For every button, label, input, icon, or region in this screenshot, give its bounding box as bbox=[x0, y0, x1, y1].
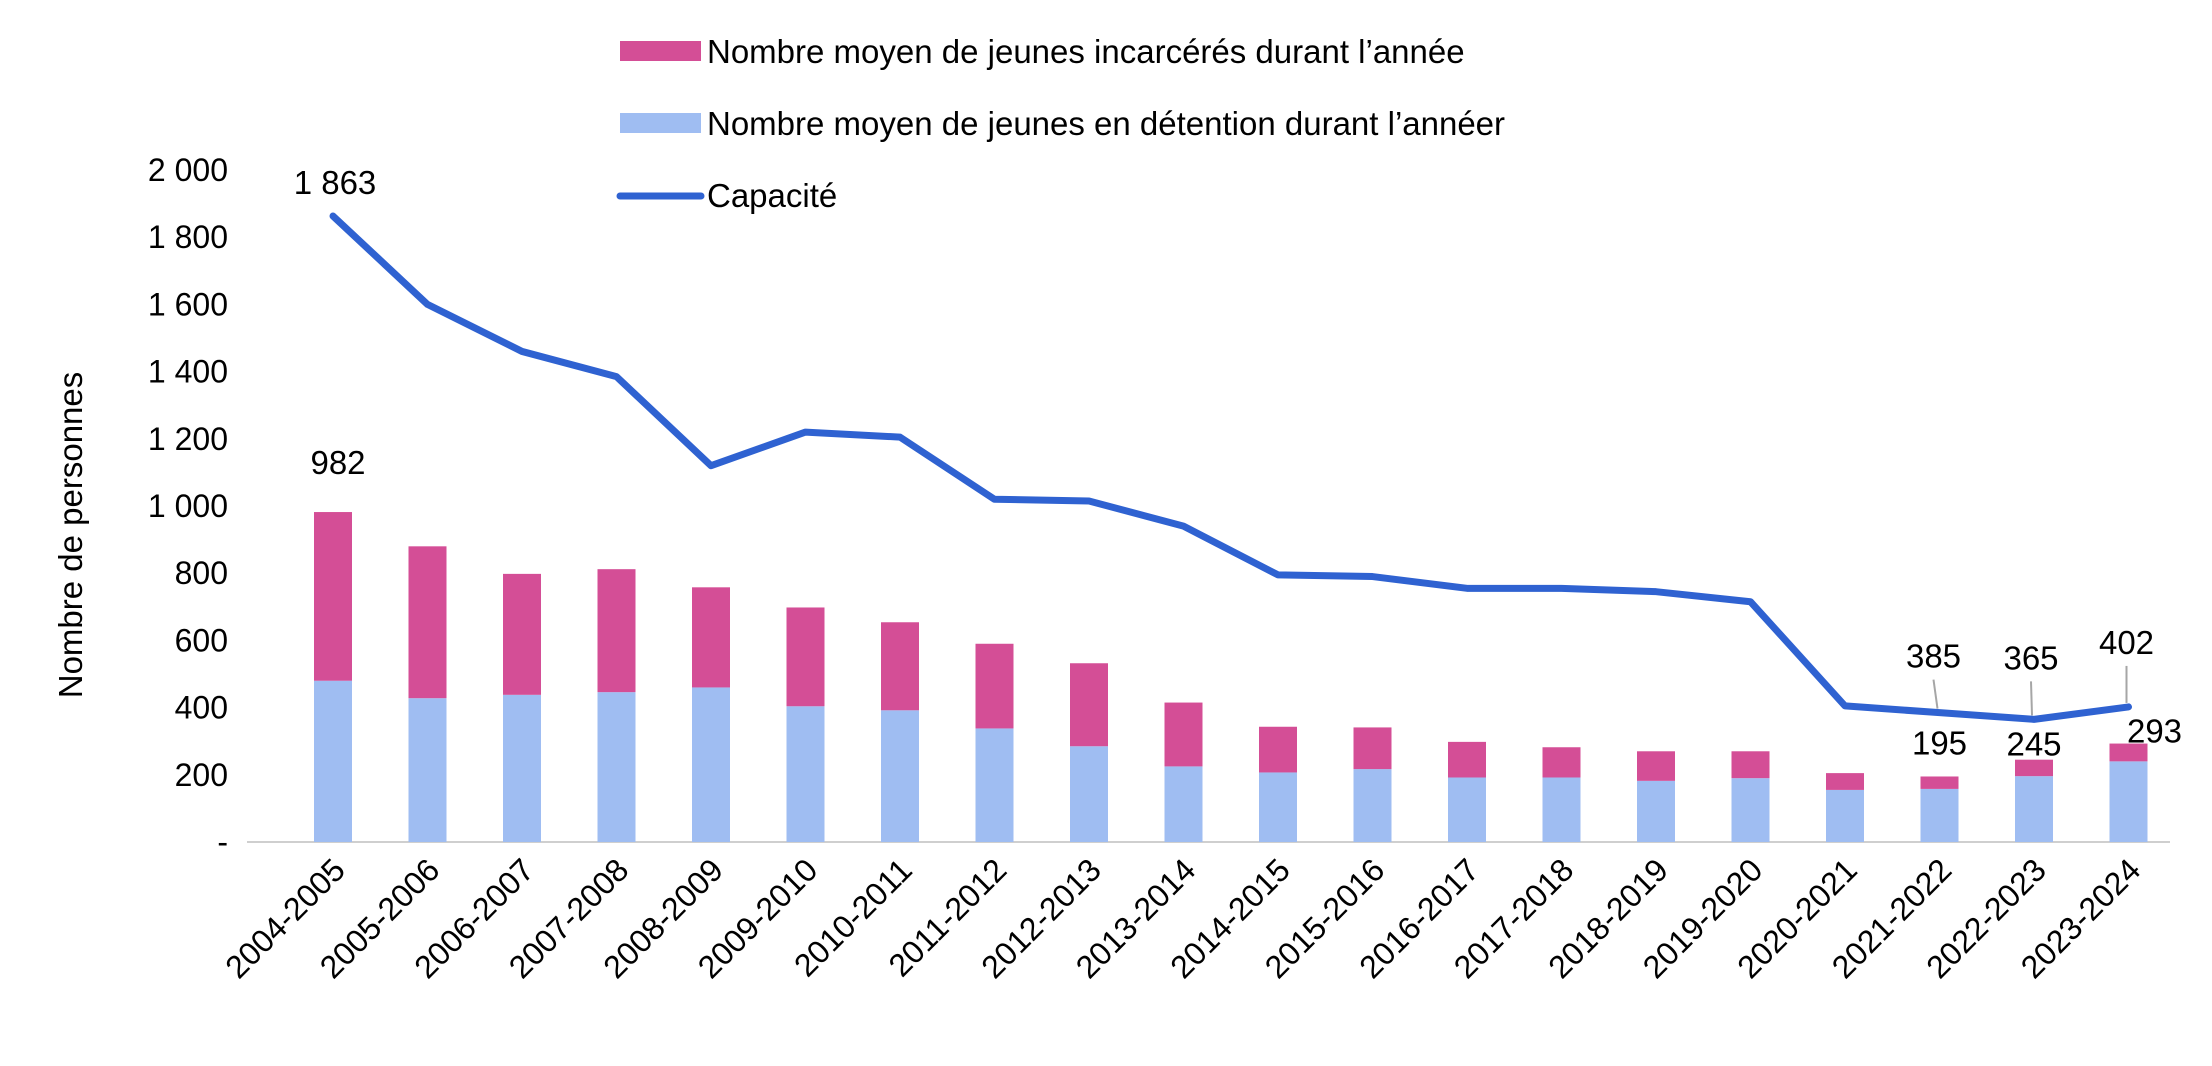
bar-incarceres bbox=[408, 546, 447, 699]
legend: Nombre moyen de jeunes incarcérés durant… bbox=[616, 33, 1505, 214]
bar-incarceres bbox=[2109, 743, 2148, 762]
y-tick-label: 600 bbox=[175, 622, 228, 658]
bar-incarceres bbox=[314, 512, 352, 681]
y-tick-label: 1 000 bbox=[148, 488, 228, 524]
bar-detention bbox=[2109, 761, 2148, 842]
bar-detention bbox=[1731, 778, 1770, 842]
legend-label-detention: Nombre moyen de jeunes en détention dura… bbox=[707, 105, 1505, 142]
bar-incarceres bbox=[1542, 747, 1581, 778]
bar-detention bbox=[1353, 769, 1392, 842]
y-tick-label: 200 bbox=[175, 757, 228, 793]
y-tick-label: 400 bbox=[175, 690, 228, 726]
y-tick-label: 2 000 bbox=[148, 152, 228, 188]
legend-swatch-incarceres bbox=[620, 41, 701, 61]
bar-incarceres bbox=[881, 622, 919, 711]
bar-detention bbox=[314, 680, 352, 842]
bar-detention bbox=[1164, 766, 1203, 842]
annotations: 1 863 982 385 365 402 195 245 293 bbox=[294, 164, 2182, 763]
data-label: 385 bbox=[1906, 638, 1961, 675]
bar-incarceres bbox=[692, 587, 730, 688]
data-label: 293 bbox=[2127, 713, 2182, 750]
bar-detention bbox=[2015, 776, 2053, 842]
y-tick-label: 1 600 bbox=[148, 286, 228, 322]
y-axis-title: Nombre de personnes bbox=[52, 372, 89, 699]
x-axis-ticks: 2004-20052005-20062006-20072007-20082008… bbox=[218, 851, 2147, 985]
bar-detention bbox=[1259, 772, 1297, 842]
bar-incarceres bbox=[2015, 759, 2053, 777]
legend-label-incarceres: Nombre moyen de jeunes incarcérés durant… bbox=[707, 33, 1465, 70]
y-tick-label: - bbox=[217, 824, 228, 860]
bar-incarceres bbox=[1637, 751, 1675, 781]
bar-detention bbox=[408, 698, 447, 842]
y-tick-label: 1 800 bbox=[148, 219, 228, 255]
bar-incarceres bbox=[1164, 702, 1203, 767]
bar-incarceres bbox=[1353, 727, 1392, 770]
data-label-leader bbox=[1932, 679, 1939, 709]
bar-incarceres bbox=[786, 607, 825, 707]
bar-detention bbox=[1542, 777, 1581, 842]
bar-incarceres bbox=[975, 643, 1014, 729]
bar-detention bbox=[597, 692, 636, 842]
bars bbox=[314, 512, 2148, 842]
y-axis-ticks: - 200 400 600 800 1 000 1 200 1 400 1 600 1 800 2 … bbox=[148, 152, 228, 860]
bar-detention bbox=[786, 706, 825, 842]
bar-incarceres bbox=[1070, 663, 1108, 747]
y-tick-label: 800 bbox=[175, 555, 228, 591]
bar-detention bbox=[1070, 746, 1108, 842]
bar-incarceres bbox=[597, 569, 636, 693]
data-label: 1 863 bbox=[294, 164, 377, 201]
bar-incarceres bbox=[503, 573, 541, 695]
capacity-series-line bbox=[329, 212, 2132, 723]
legend-swatch-detention bbox=[620, 113, 701, 133]
bar-detention bbox=[1826, 789, 1864, 842]
bar-detention bbox=[692, 687, 730, 842]
bar-detention bbox=[1448, 777, 1486, 842]
bar-detention bbox=[1920, 788, 1959, 842]
bar-incarceres bbox=[1826, 773, 1864, 790]
bar-incarceres bbox=[1448, 741, 1486, 778]
bar-incarceres bbox=[1259, 726, 1297, 773]
bar-detention bbox=[1637, 780, 1675, 842]
bar-detention bbox=[503, 694, 541, 842]
data-label-leader bbox=[2030, 681, 2033, 716]
data-label: 982 bbox=[310, 444, 365, 481]
legend-label-capacite: Capacité bbox=[707, 177, 837, 214]
data-label: 365 bbox=[2003, 639, 2058, 676]
data-label: 245 bbox=[2006, 726, 2061, 763]
y-tick-label: 1 400 bbox=[148, 354, 228, 390]
bar-incarceres bbox=[1731, 751, 1770, 779]
data-label: 402 bbox=[2099, 624, 2154, 661]
bar-incarceres bbox=[1920, 776, 1959, 789]
capacity-line-layer bbox=[329, 212, 2132, 723]
bar-detention bbox=[881, 710, 919, 842]
y-tick-label: 1 200 bbox=[148, 421, 228, 457]
bar-detention bbox=[975, 728, 1014, 842]
data-label: 195 bbox=[1912, 724, 1967, 761]
